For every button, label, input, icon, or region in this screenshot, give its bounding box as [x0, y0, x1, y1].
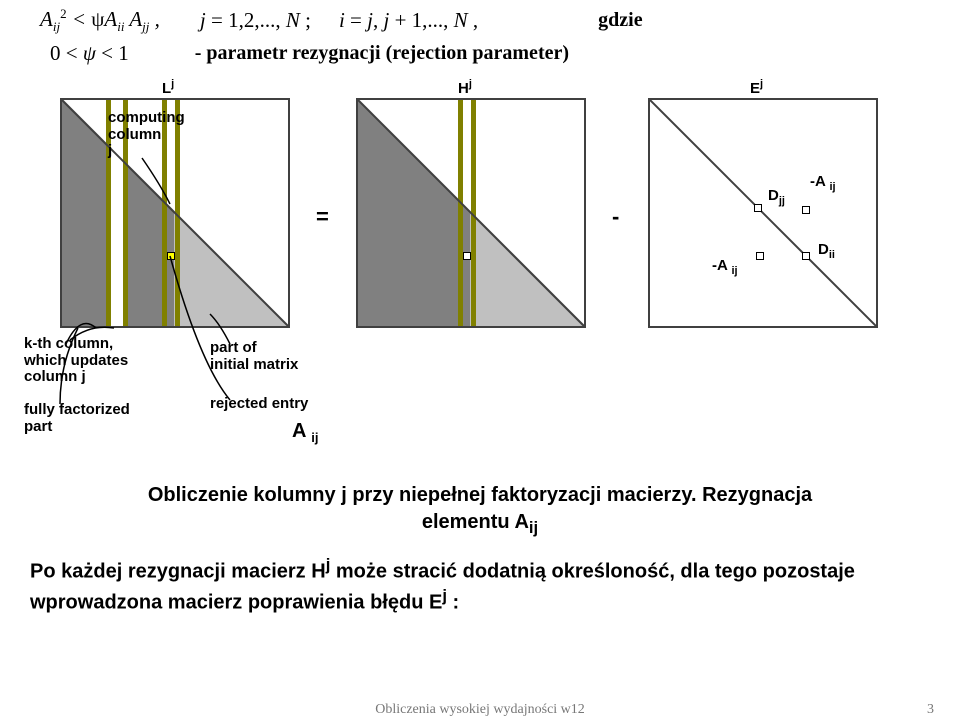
label-computing-column: computing column j: [108, 110, 185, 160]
label-part-of-initial: part of initial matrix: [210, 340, 298, 373]
figure-caption: Obliczenie kolumny j przy niepełnej fakt…: [0, 482, 960, 540]
matrix-E: Djj Dii -A ij -A ij: [648, 98, 878, 328]
label-H: Hj: [458, 78, 472, 98]
matrix-H: [356, 98, 586, 328]
label-kth-column: k-th column, which updates column j: [24, 336, 128, 386]
label-minusA-lower: -A ij: [712, 258, 738, 277]
formula-i-range: i = j, j + 1,..., N ,: [339, 8, 478, 33]
label-rejected-entry: rejected entry: [210, 396, 308, 413]
formula-psi-bound: 0 < ψ < 1: [50, 41, 129, 66]
label-minusA-upper: -A ij: [810, 174, 836, 193]
label-Djj: Djj: [768, 188, 785, 207]
label-psi-desc: - parametr rezygnacji (rejection paramet…: [195, 42, 569, 65]
footer-text: Obliczenia wysokiej wydajności w12: [375, 702, 585, 717]
figure-matrices: Lj =: [30, 84, 930, 444]
label-fully-factorized: fully factorized part: [24, 402, 130, 435]
label-Aij-bottom: A ij: [292, 420, 319, 445]
footer-page-number: 3: [927, 702, 934, 718]
label-gdzie: gdzie: [598, 9, 642, 32]
label-Dii: Dii: [818, 242, 835, 261]
paragraph-body: Po każdej rezygnacji macierz Hj może str…: [0, 540, 960, 617]
label-L: Lj: [162, 78, 174, 98]
page-footer: Obliczenia wysokiej wydajności w12 3: [0, 702, 960, 718]
formula-j-range: j = 1,2,..., N ;: [200, 8, 311, 33]
label-E: Ej: [750, 78, 763, 98]
op-equals: =: [316, 204, 329, 230]
op-minus: -: [612, 204, 619, 230]
formula-inequality: Aij2 < ψAii Ajj ,: [40, 6, 160, 35]
